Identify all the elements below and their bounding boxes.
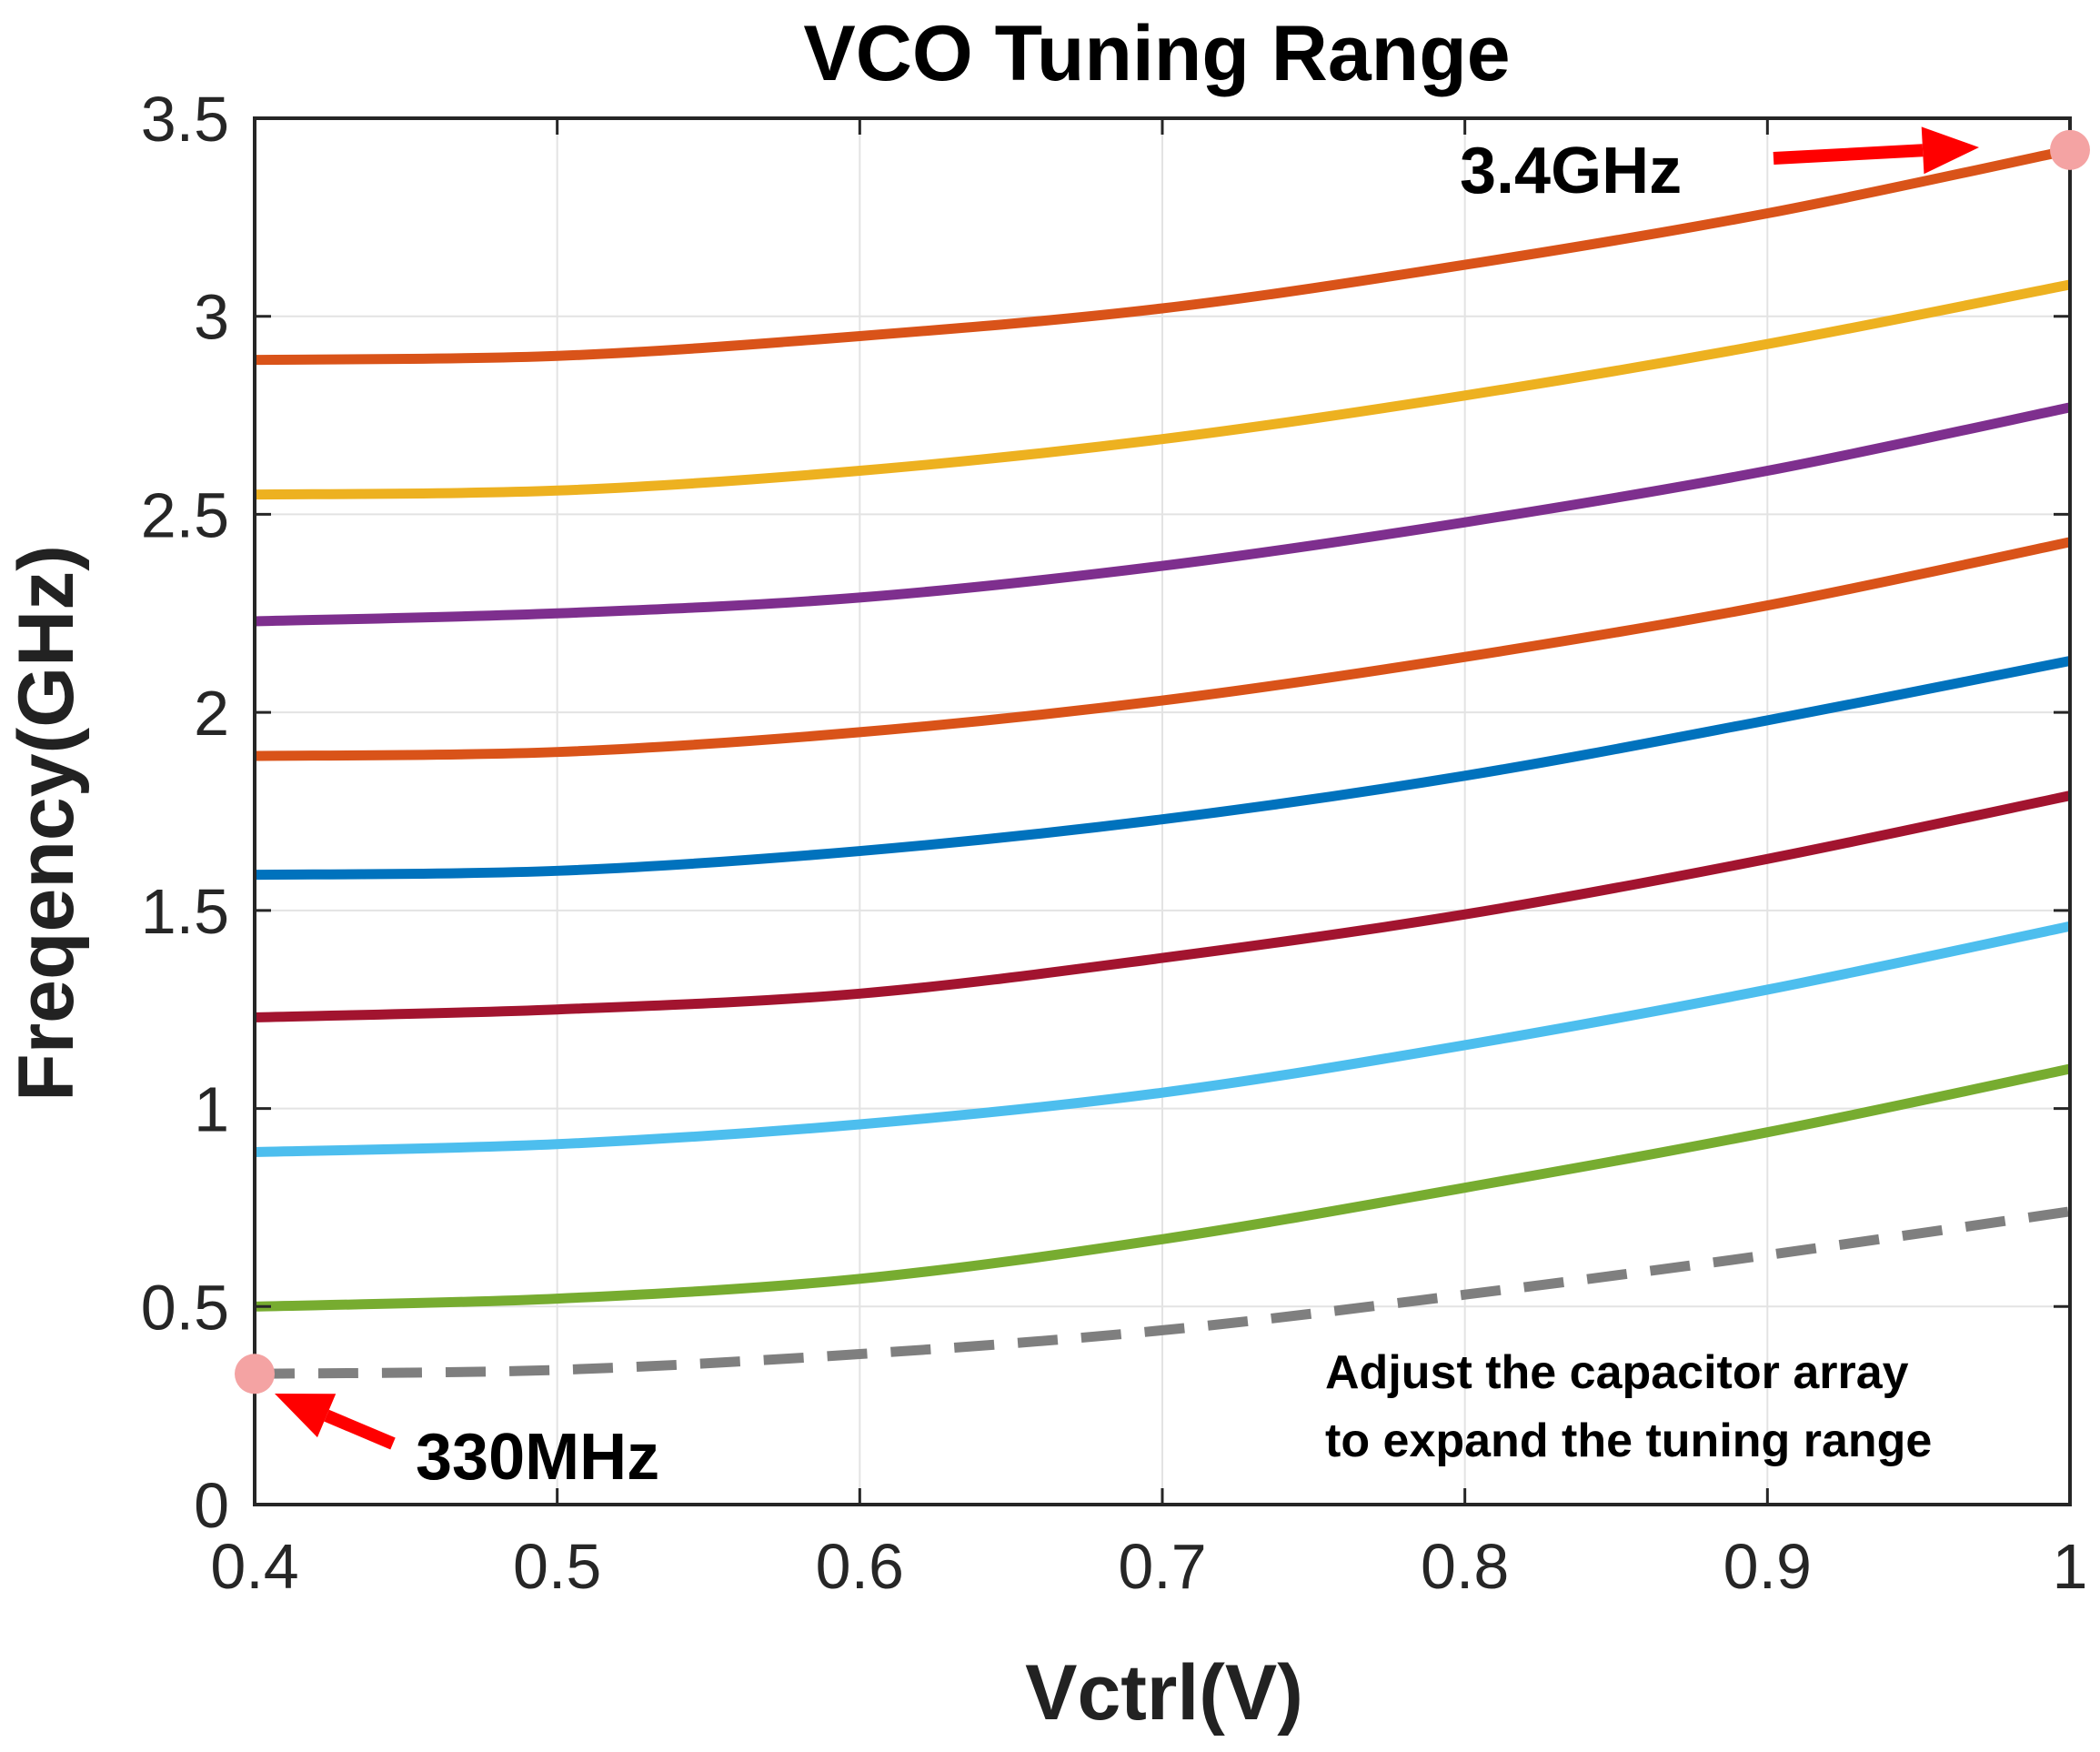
series-line-4 bbox=[254, 790, 2072, 1022]
series-line-9 bbox=[254, 145, 2072, 366]
tick-labels: 0.4 0.5 0.6 0.7 0.8 0.9 1 0 0.5 1 1.5 2 2.5 3 3.5 bbox=[141, 84, 2088, 1602]
max-frequency-label: 3.4GHz bbox=[1460, 135, 1682, 207]
y-axis-label: Freqency(GHz) bbox=[3, 545, 90, 1102]
y-tick-label: 1.5 bbox=[141, 876, 229, 947]
note-line-2: to expand the tuning range bbox=[1325, 1415, 1932, 1467]
x-tick-label: 0.9 bbox=[1723, 1531, 1812, 1602]
highlight-marker bbox=[2050, 129, 2090, 170]
note-line-1: Adjust the capacitor array bbox=[1325, 1346, 1909, 1399]
series-line-8 bbox=[254, 279, 2072, 500]
series-line-2 bbox=[254, 1063, 2072, 1312]
series-line-5 bbox=[254, 656, 2072, 881]
series-line-1 bbox=[254, 1206, 2071, 1379]
highlight-marker bbox=[235, 1354, 275, 1395]
x-axis-label: Vctrl(V) bbox=[1025, 1649, 1303, 1737]
y-tick-label: 3.5 bbox=[141, 84, 229, 155]
x-tick-label: 0.5 bbox=[513, 1531, 601, 1602]
y-tick-label: 2 bbox=[194, 678, 229, 749]
markers bbox=[235, 126, 2090, 1450]
y-tick-label: 2.5 bbox=[141, 479, 229, 550]
series-line-7 bbox=[254, 402, 2072, 627]
series-group bbox=[254, 145, 2072, 1379]
y-tick-label: 0.5 bbox=[141, 1272, 229, 1343]
x-tick-label: 1 bbox=[2053, 1531, 2088, 1602]
series-line-6 bbox=[254, 537, 2072, 761]
x-tick-label: 0.8 bbox=[1421, 1531, 1509, 1602]
min-frequency-label: 330MHz bbox=[416, 1421, 659, 1494]
y-tick-label: 3 bbox=[194, 282, 229, 353]
arrow-to-min bbox=[275, 1394, 396, 1450]
x-tick-label: 0.7 bbox=[1118, 1531, 1206, 1602]
y-tick-label: 0 bbox=[194, 1470, 229, 1541]
x-tick-label: 0.6 bbox=[816, 1531, 904, 1602]
annotations: VCO Tuning Range Vctrl(V) Freqency(GHz) … bbox=[3, 10, 1932, 1737]
chart-title: VCO Tuning Range bbox=[803, 10, 1510, 97]
x-tick-label: 0.4 bbox=[210, 1531, 298, 1602]
series-line-3 bbox=[254, 921, 2072, 1157]
arrow-to-max bbox=[1773, 126, 1979, 175]
y-tick-label: 1 bbox=[194, 1074, 229, 1145]
